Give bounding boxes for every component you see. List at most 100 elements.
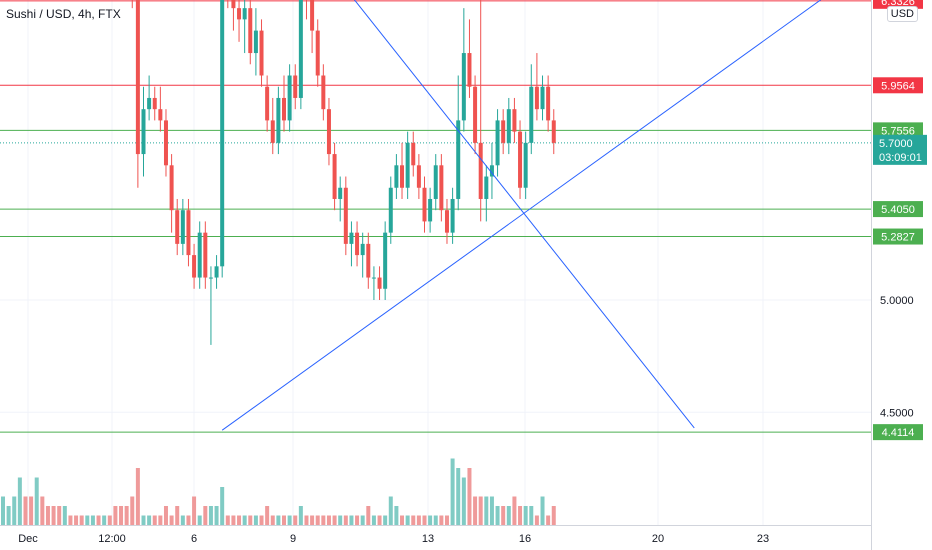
candle-body [450, 198, 455, 233]
volume-bar [523, 506, 528, 525]
candle-body [529, 86, 534, 143]
volume-bar [23, 496, 28, 525]
volume-bar [197, 515, 202, 525]
trendlines [221, 0, 822, 431]
volume-bar [518, 506, 523, 525]
candle-body [298, 0, 303, 98]
candle-body [489, 165, 494, 177]
volume-bar [366, 506, 371, 525]
volume-bar [310, 515, 315, 525]
x-tick-label: 12:00 [98, 533, 126, 545]
volume-bar [253, 515, 258, 525]
volume-bar [237, 515, 242, 525]
candle-body [461, 53, 466, 121]
volume-bar [130, 496, 135, 525]
support-level-label-bg [873, 424, 923, 441]
volume-bar [489, 496, 494, 525]
candle-body [394, 165, 399, 188]
candle-body [169, 165, 174, 211]
volume-bars [1, 458, 556, 525]
volume-bar [304, 515, 309, 525]
candle-body [456, 120, 461, 199]
ascending-trendline [221, 0, 822, 431]
candle-body [237, 8, 242, 20]
volume-bar [321, 515, 326, 525]
volume-bar [248, 515, 253, 525]
candle-body [551, 120, 556, 143]
volume-bar [467, 468, 472, 525]
volume-bar [147, 515, 152, 525]
volume-bar [411, 515, 416, 525]
candle-body [186, 210, 191, 256]
candle-body [349, 232, 354, 244]
countdown-label: 03:09:01 [879, 152, 922, 164]
volume-bar [349, 515, 354, 525]
volume-bar [546, 515, 551, 525]
candle-body [428, 198, 433, 222]
volume-bar [203, 506, 208, 525]
currency-badge[interactable]: USD [886, 6, 918, 22]
current-price-label: 5.7000 [879, 138, 913, 150]
volume-bar [152, 515, 157, 525]
volume-bar [141, 515, 146, 525]
candle-body [152, 97, 157, 110]
volume-bar [158, 515, 163, 525]
candles [131, 0, 556, 345]
volume-bar [169, 515, 174, 525]
candle-body [321, 75, 326, 110]
candle-body [478, 142, 483, 199]
volume-bar [282, 515, 286, 525]
volume-bar [231, 515, 236, 525]
volume-bar [444, 515, 449, 525]
candle-body [473, 86, 478, 143]
volume-bar [6, 506, 11, 525]
support-level-label-bg [873, 201, 923, 218]
candle-body [355, 232, 360, 256]
candle-body [220, 0, 225, 267]
volume-bar [57, 506, 62, 525]
volume-bar [214, 506, 219, 525]
y-tick-label: 5.0000 [880, 295, 914, 307]
support-level-label: 5.4050 [881, 204, 915, 216]
candle-body [276, 97, 281, 143]
volume-bar [534, 515, 539, 525]
volume-bar [388, 496, 393, 525]
volume-bar [405, 515, 410, 525]
candle-body [253, 30, 258, 54]
candle-body [163, 120, 168, 166]
candle-body [287, 75, 292, 121]
volume-bar [298, 506, 303, 525]
support-level-label: 5.2827 [881, 232, 915, 244]
x-tick-label: Dec [18, 533, 38, 545]
volume-bar [85, 515, 90, 525]
volume-bar [175, 506, 180, 525]
support-level-label-bg [873, 228, 923, 245]
volume-bar [293, 515, 298, 525]
volume-bar [270, 515, 275, 525]
descending-trendline [353, 0, 695, 429]
volume-bar [416, 515, 421, 525]
candle-body [495, 120, 500, 166]
candle-body [439, 165, 444, 211]
candle-body [400, 165, 405, 188]
x-tick-label: 9 [290, 533, 296, 545]
candle-body [248, 8, 253, 54]
volume-bar [478, 496, 483, 525]
volume-bar [1, 496, 5, 525]
volume-bar [371, 515, 376, 525]
volume-bar [119, 506, 124, 525]
grid [0, 0, 871, 525]
volume-bar [495, 506, 500, 525]
volume-bar [315, 515, 320, 525]
candle-body [259, 30, 264, 76]
y-tick-label: 4.5000 [880, 407, 914, 419]
volume-bar [484, 496, 489, 525]
candle-body [310, 0, 315, 31]
candle-body [343, 187, 348, 244]
volume-bar [360, 515, 365, 525]
candle-body [208, 277, 213, 279]
candle-body [416, 165, 421, 188]
volume-bar [163, 506, 168, 525]
